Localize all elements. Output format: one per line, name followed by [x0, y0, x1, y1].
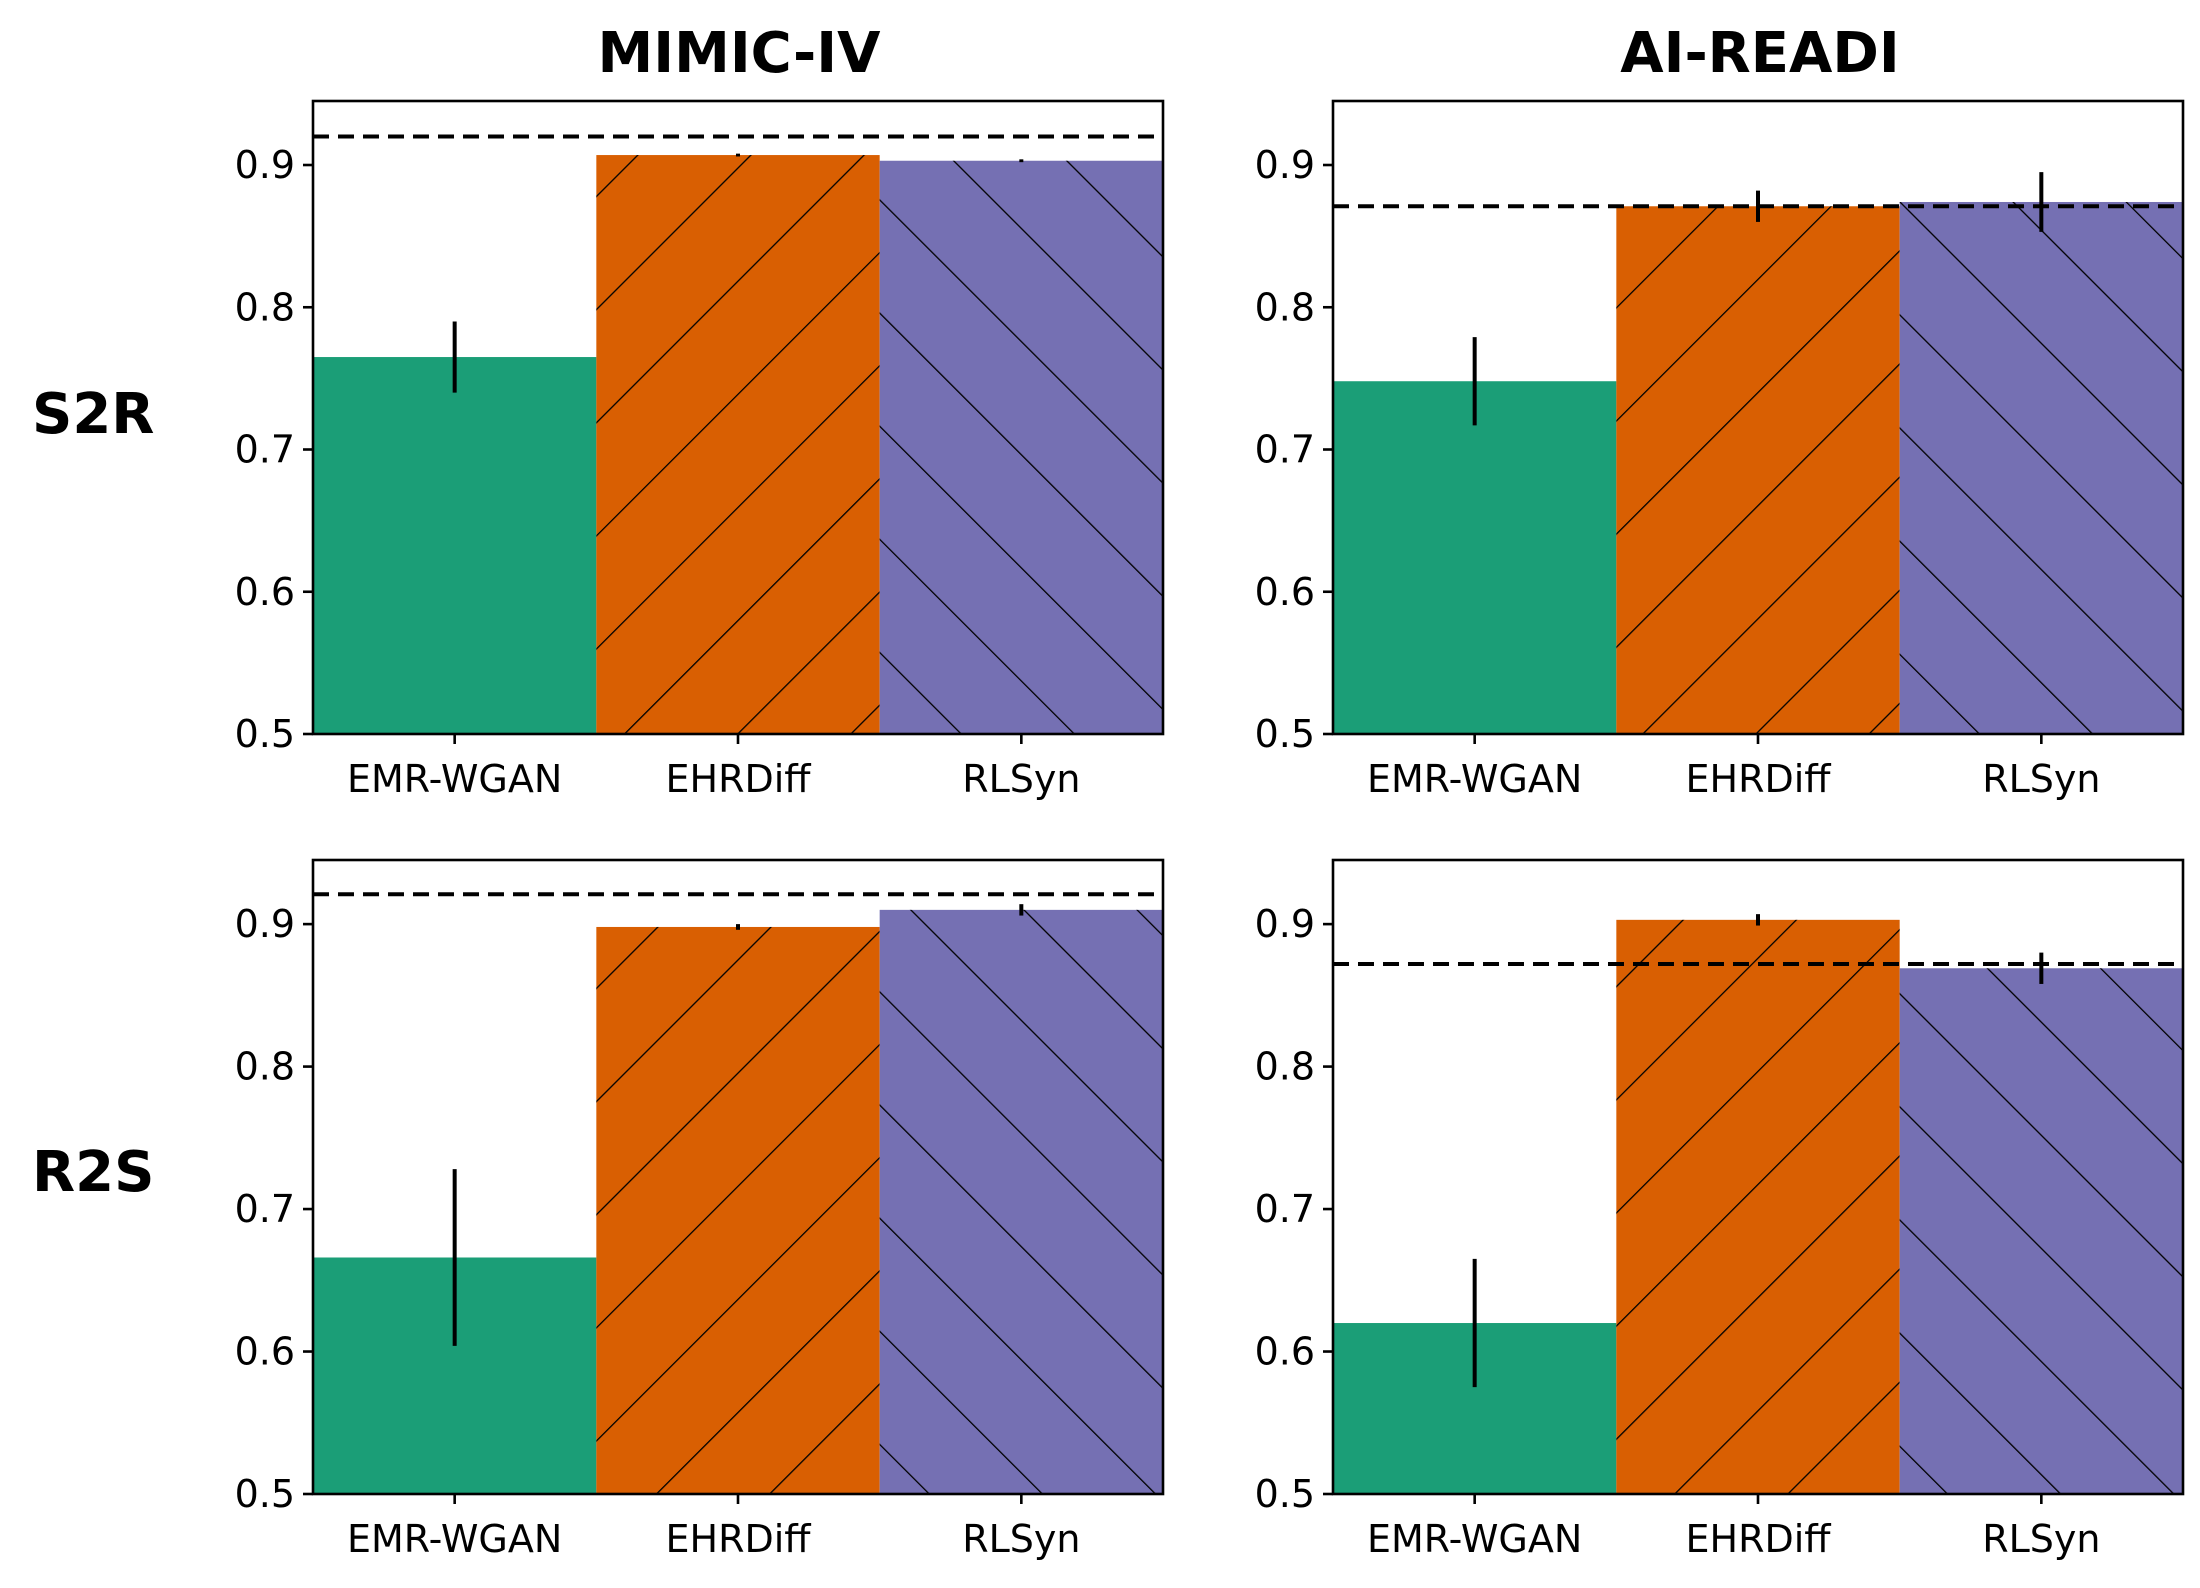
y-tick-label: 0.5 — [1255, 1472, 1315, 1516]
y-tick-label: 0.5 — [235, 712, 295, 756]
bar-emr-wgan — [1333, 381, 1617, 734]
x-tick-label-ehrdiff: EHRDiff — [666, 757, 812, 801]
x-tick-label-ehrdiff: EHRDiff — [666, 1517, 812, 1561]
subplot-s2r-mimic-iv: 0.5 0.6 0.7 0.8 0.9 EMR-WGAN EHRDiff RLSyn — [235, 99, 1165, 801]
x-tick-label-rlsyn: RLSyn — [1982, 1517, 2100, 1561]
x-tick-label-rlsyn: RLSyn — [962, 1517, 1080, 1561]
y-tick-label: 0.5 — [1255, 712, 1315, 756]
y-tick-label: 0.9 — [235, 902, 295, 946]
row-label-s2r: S2R — [32, 382, 154, 447]
x-tick-label-rlsyn: RLSyn — [1982, 757, 2100, 801]
bar-hatch-ehrdiff — [596, 155, 880, 734]
bar-hatch-rlsyn — [879, 909, 1163, 1494]
subplot-r2s-ai-readi: 0.5 0.6 0.7 0.8 0.9 EMR-WGAN EHRDiff RLSyn — [1255, 858, 2185, 1561]
y-tick-label: 0.8 — [235, 1045, 295, 1089]
y-tick-label: 0.5 — [235, 1472, 295, 1516]
column-title-mimic-iv: MIMIC-IV — [598, 21, 882, 86]
y-tick-label: 0.9 — [1255, 902, 1315, 946]
y-tick-label: 0.7 — [235, 1187, 295, 1231]
x-tick-label-emr-wgan: EMR-WGAN — [1367, 1517, 1582, 1561]
y-tick-label: 0.9 — [235, 143, 295, 187]
y-tick-label: 0.8 — [1255, 285, 1315, 329]
x-tick-label-emr-wgan: EMR-WGAN — [1367, 757, 1582, 801]
y-tick-label: 0.6 — [235, 1330, 295, 1374]
bar-hatch-ehrdiff — [1616, 206, 1900, 734]
x-tick-label-emr-wgan: EMR-WGAN — [347, 1517, 562, 1561]
y-tick-label: 0.8 — [235, 285, 295, 329]
x-tick-label-ehrdiff: EHRDiff — [1686, 1517, 1832, 1561]
y-tick-label: 0.9 — [1255, 143, 1315, 187]
y-tick-label: 0.7 — [1255, 1187, 1315, 1231]
subplot-s2r-ai-readi: 0.5 0.6 0.7 0.8 0.9 EMR-WGAN EHRDiff RLSyn — [1255, 99, 2185, 801]
bar-hatch-rlsyn — [1899, 968, 2183, 1494]
bar-hatch-rlsyn — [1899, 201, 2183, 735]
row-label-r2s: R2S — [32, 1140, 154, 1205]
y-tick-label: 0.6 — [1255, 570, 1315, 614]
x-tick-label-ehrdiff: EHRDiff — [1686, 757, 1832, 801]
bar-hatch-ehrdiff — [596, 926, 880, 1494]
bar-hatch-ehrdiff — [1616, 919, 1900, 1494]
y-tick-label: 0.6 — [235, 570, 295, 614]
y-tick-label: 0.7 — [235, 428, 295, 472]
y-tick-label: 0.7 — [1255, 428, 1315, 472]
bar-hatch-rlsyn — [879, 160, 1163, 734]
x-tick-label-rlsyn: RLSyn — [962, 757, 1080, 801]
subplot-r2s-mimic-iv: 0.5 0.6 0.7 0.8 0.9 EMR-WGAN EHRDiff RLSyn — [235, 858, 1165, 1561]
bar-emr-wgan — [313, 357, 597, 734]
column-title-ai-readi: AI-READI — [1620, 21, 1899, 86]
x-tick-label-emr-wgan: EMR-WGAN — [347, 757, 562, 801]
y-tick-label: 0.8 — [1255, 1045, 1315, 1089]
y-tick-label: 0.6 — [1255, 1330, 1315, 1374]
